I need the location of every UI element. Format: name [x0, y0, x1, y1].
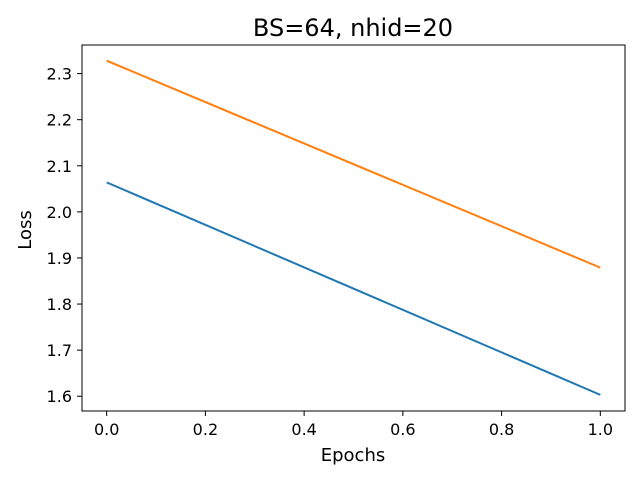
x-tick-label: 0.8 [489, 420, 514, 439]
series-line-2 [106, 59, 601, 269]
plot-frame [81, 44, 626, 412]
y-tick-label: 2.0 [47, 203, 72, 222]
x-tick-label: 1.0 [588, 420, 613, 439]
y-tick-label: 2.2 [47, 111, 72, 130]
y-tick-label: 1.7 [47, 341, 72, 360]
chart-title: BS=64, nhid=20 [253, 14, 453, 42]
x-tick-label: 0.6 [390, 420, 415, 439]
x-tick-label: 0.4 [291, 420, 316, 439]
y-tick-label: 2.1 [47, 157, 72, 176]
y-axis-title: Loss [15, 210, 36, 249]
x-tick-label: 0.0 [94, 420, 119, 439]
x-axis-title: Epochs [321, 445, 386, 466]
x-tick-label: 0.2 [193, 420, 218, 439]
y-tick-label: 1.8 [47, 295, 72, 314]
series-line-1 [106, 181, 601, 396]
y-tick-label: 1.9 [47, 249, 72, 268]
y-tick-label: 2.3 [47, 65, 72, 84]
y-tick-label: 1.6 [47, 387, 72, 406]
